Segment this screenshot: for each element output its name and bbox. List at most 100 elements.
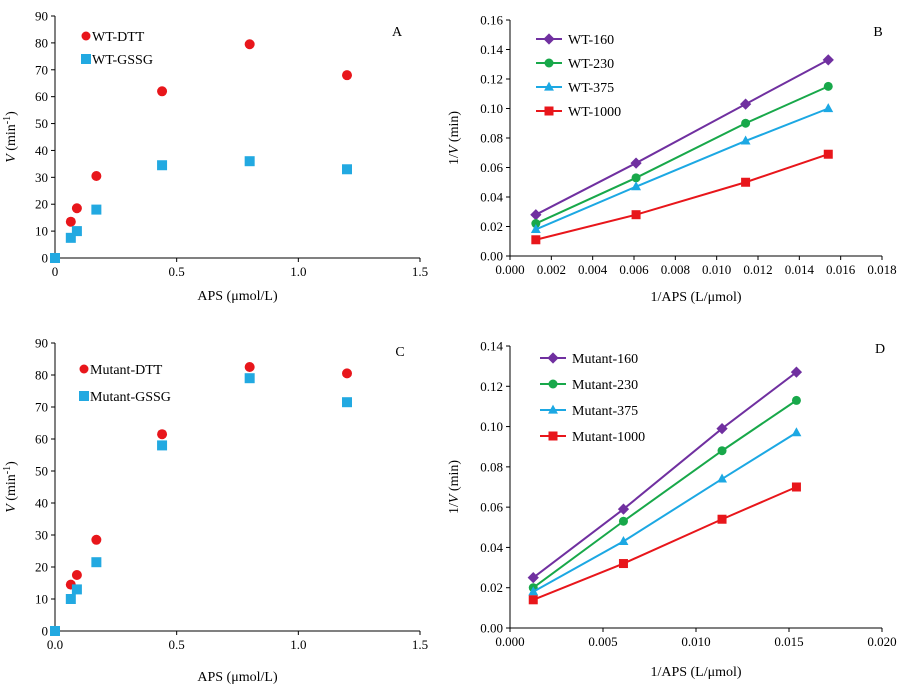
y-tick-label: 0.14 — [480, 339, 503, 354]
y-tick-label: 0.12 — [480, 379, 503, 394]
y-tick-label: 10 — [35, 592, 48, 607]
x-tick-label: 0.020 — [867, 634, 896, 649]
legend-label: WT-1000 — [568, 105, 621, 120]
data-point — [530, 209, 542, 221]
data-point — [823, 103, 834, 113]
y-tick-label: 0.08 — [480, 459, 503, 474]
legend-item: Mutant-DTT — [79, 363, 163, 378]
data-point — [741, 118, 751, 128]
y-tick-label: 0.06 — [480, 500, 503, 515]
legend-marker — [544, 58, 554, 68]
legend-item: WT-1000 — [536, 105, 621, 120]
data-point — [342, 397, 352, 408]
series-line — [532, 431, 797, 593]
y-axis-label-unit: (min) — [447, 460, 462, 495]
chart-panel-b: 0.00 0.02 0.04 0.06 0.08 0.10 0.12 0.14 0.16 0.00… — [447, 13, 897, 306]
data-point — [244, 362, 255, 372]
x-tick-label: 1.0 — [290, 264, 306, 279]
data-point — [823, 81, 833, 91]
x-tick-label: 0.008 — [661, 262, 690, 277]
legend-label: Mutant-GSSG — [90, 390, 171, 405]
panel-label: C — [395, 345, 404, 360]
legend-label: Mutant-DTT — [90, 363, 163, 378]
y-tick-label: 40 — [35, 143, 48, 158]
legend-item: Mutant-230 — [540, 378, 638, 393]
x-axis-label: APS (μmol/L) — [197, 289, 278, 304]
y-axis-label-prefix: 1/ — [447, 503, 462, 514]
data-point — [822, 54, 834, 66]
x-tick-label: 0.000 — [495, 634, 524, 649]
data-point — [527, 572, 539, 584]
x-tick-label: 0.015 — [774, 634, 803, 649]
y-tick-label: 90 — [35, 9, 48, 24]
data-point — [790, 366, 803, 378]
y-tick-label: 20 — [35, 197, 48, 212]
legend-label: WT-GSSG — [92, 53, 153, 68]
series-wt-dtt — [50, 39, 352, 263]
x-tick-label: 0.000 — [495, 262, 524, 277]
data-point — [157, 429, 168, 440]
y-axis-label-unit: (min — [4, 474, 19, 504]
legend-marker — [548, 431, 558, 441]
legend-label: WT-DTT — [92, 30, 145, 45]
y-tick-label: 0.10 — [480, 419, 503, 434]
data-point — [157, 440, 168, 451]
legend-marker — [544, 81, 554, 91]
y-axis-label-variable: V — [4, 503, 19, 513]
x-axis-label: 1/APS (L/μmol) — [650, 665, 741, 680]
y-axis-label-close: ) — [4, 461, 19, 466]
y-tick-label: 0 — [42, 251, 49, 266]
y-tick-label: 10 — [35, 224, 48, 239]
legend-item: WT-DTT — [81, 30, 145, 45]
data-point — [631, 210, 641, 220]
legend-item: WT-GSSG — [81, 53, 153, 68]
y-tick-label: 0.12 — [480, 72, 503, 87]
x-tick-label: 0.004 — [578, 262, 608, 277]
x-tick-label: 0.0 — [47, 637, 63, 652]
data-point — [50, 253, 60, 263]
data-point — [618, 559, 628, 569]
panel-label: A — [392, 25, 403, 40]
data-point — [65, 216, 76, 227]
legend-marker — [79, 391, 89, 401]
data-point — [65, 594, 76, 604]
series-line — [535, 107, 829, 231]
series-wt-230 — [531, 81, 833, 229]
data-point — [65, 232, 76, 243]
data-point — [342, 368, 352, 379]
legend-label: Mutant-375 — [572, 404, 638, 419]
y-tick-label: 30 — [35, 170, 48, 185]
data-point — [716, 422, 728, 435]
legend-item: Mutant-1000 — [540, 430, 645, 445]
y-tick-label: 0.02 — [480, 580, 503, 595]
data-point — [157, 160, 168, 171]
y-axis-label-variable: V — [447, 493, 462, 503]
data-point — [71, 226, 82, 237]
series-line — [535, 85, 829, 225]
y-tick-label: 70 — [35, 62, 48, 77]
legend-item: WT-160 — [536, 33, 614, 48]
legend-label: WT-375 — [568, 81, 614, 96]
legend-label: WT-160 — [568, 33, 614, 48]
panel-label: D — [875, 342, 885, 357]
legend-item: Mutant-375 — [540, 404, 638, 419]
legend-item: WT-230 — [536, 57, 614, 72]
data-point — [244, 156, 255, 167]
y-tick-label: 80 — [35, 368, 48, 383]
chart-panel-a: 0 10 20 30 40 50 60 70 80 90 0 0.5 1.0 1.5 APS (μmol/L… — [2, 9, 428, 305]
data-point — [618, 516, 628, 526]
data-point — [631, 181, 642, 191]
y-tick-label: 0.16 — [480, 13, 503, 28]
series-line — [532, 486, 797, 601]
legend-marker — [81, 31, 91, 41]
data-point — [531, 235, 541, 245]
data-point — [740, 135, 751, 145]
y-axis-label-variable: V — [4, 153, 19, 163]
series-mutant-230 — [528, 395, 801, 593]
y-tick-label: 40 — [35, 496, 48, 511]
data-point — [791, 395, 801, 405]
legend-marker — [544, 106, 554, 116]
data-point — [717, 514, 727, 524]
y-tick-label: 0.00 — [480, 249, 503, 264]
